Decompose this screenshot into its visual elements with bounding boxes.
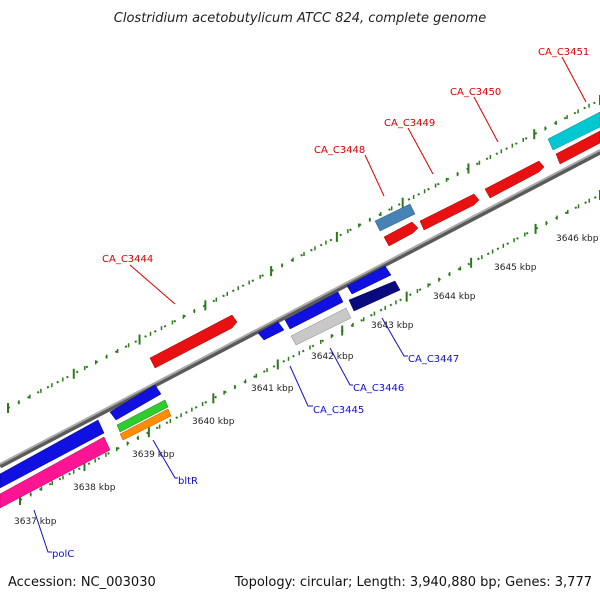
tick-label-3646: 3646 kbp [556, 234, 599, 244]
tick-label-3639: 3639 kbp [132, 450, 175, 460]
gene-ca-c3451-red[interactable] [555, 130, 600, 165]
label-ca-c3445[interactable]: CA_C3445 [313, 405, 364, 416]
tick-label-3643: 3643 kbp [371, 321, 414, 331]
tick-label-3638: 3638 kbp [73, 483, 116, 493]
gene-ca-c3451[interactable] [547, 111, 600, 151]
gene-ca-c3448[interactable] [374, 203, 416, 232]
label-ca-c3448[interactable]: CA_C3448 [314, 145, 365, 156]
gene-ca-c3445[interactable] [257, 321, 285, 341]
gene-ca-c3447[interactable] [348, 280, 401, 312]
label-polc[interactable]: polC [52, 549, 74, 560]
label-ca-c3444[interactable]: CA_C3444 [102, 254, 153, 265]
callout-line-polc [33, 509, 52, 553]
accession-text: Accession: NC_003030 [8, 575, 156, 590]
callout-line-ca-c3446 [329, 347, 353, 386]
gene-ca-c3447-blue[interactable] [346, 265, 392, 295]
label-ca-c3447[interactable]: CA_C3447 [408, 354, 459, 365]
gene-blue-long[interactable] [0, 419, 105, 489]
tick-label-3640: 3640 kbp [192, 417, 235, 427]
label-ca-c3451[interactable]: CA_C3451 [538, 47, 589, 58]
map-title: Clostridium acetobutylicum ATCC 824, com… [114, 11, 486, 26]
tick-label-3641: 3641 kbp [251, 384, 294, 394]
gene-ca-c3444[interactable] [149, 314, 238, 369]
tick-label-3644: 3644 kbp [433, 292, 476, 302]
backbone [0, 149, 600, 465]
label-ca-c3450[interactable]: CA_C3450 [450, 87, 501, 98]
gene-blue-near-bltr[interactable] [109, 384, 162, 421]
gene-bltr[interactable] [116, 399, 169, 433]
gene-orange-near-bltr[interactable] [119, 408, 172, 441]
callout-line-ca-c3450 [473, 96, 499, 143]
gene-ca-c3446[interactable] [290, 307, 352, 346]
callout-line-ca-c3451 [561, 56, 587, 103]
callout-line-bltr [152, 439, 178, 479]
callout-line-ca-c3449 [407, 127, 434, 175]
callout-line-ca-c3447 [381, 317, 408, 357]
gene-ca-c3450[interactable] [484, 160, 545, 199]
label-ca-c3449[interactable]: CA_C3449 [384, 118, 435, 129]
callout-line-ca-c3444 [129, 264, 176, 305]
gene-ca-c3449[interactable] [419, 193, 480, 231]
gene-ca-c3449-part1[interactable] [383, 221, 419, 247]
backbone-shadow [0, 149, 600, 469]
gene-polc[interactable] [0, 436, 111, 509]
tick-label-3642: 3642 kbp [311, 352, 354, 362]
label-ca-c3446[interactable]: CA_C3446 [353, 383, 404, 394]
tick-label-3645: 3645 kbp [494, 263, 537, 273]
callout-line-ca-c3448 [364, 154, 385, 197]
label-bltr[interactable]: bltR [178, 476, 198, 487]
callout-line-ca-c3445 [289, 365, 313, 407]
topology-summary: Topology: circular; Length: 3,940,880 bp… [234, 575, 592, 590]
gene-ca-c3446-blue[interactable] [284, 291, 344, 330]
tick-label-3637: 3637 kbp [14, 517, 57, 527]
